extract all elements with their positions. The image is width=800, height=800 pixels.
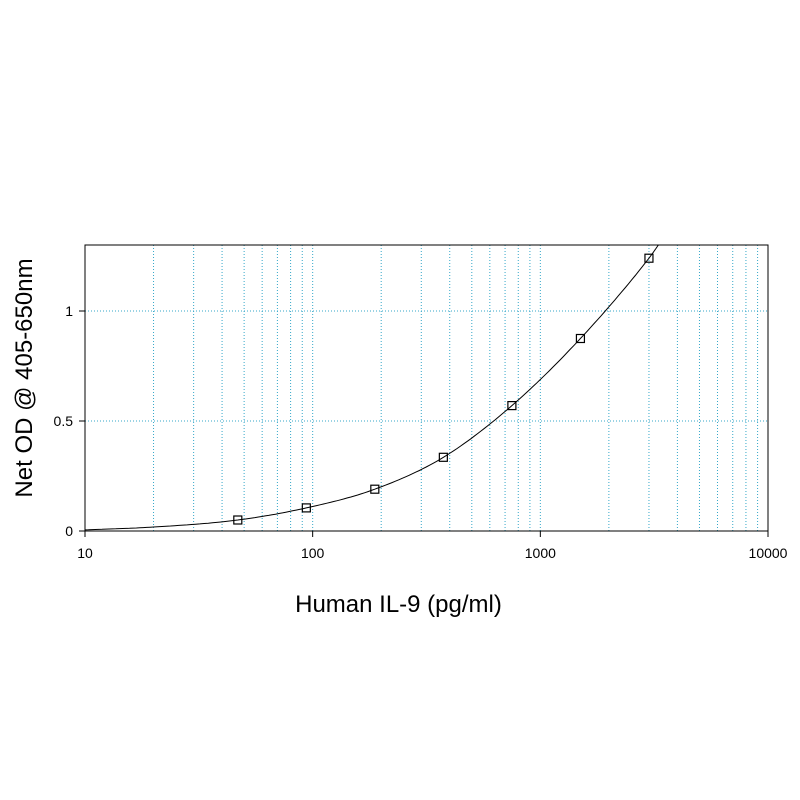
y-tick-label: 0.5 bbox=[54, 413, 74, 429]
data-point bbox=[575, 333, 586, 344]
x-tick-label: 10 bbox=[77, 545, 93, 561]
x-axis-title: Human IL-9 (pg/ml) bbox=[295, 591, 502, 618]
data-point bbox=[507, 401, 517, 411]
plot-area-frame bbox=[84, 244, 769, 532]
data-point bbox=[438, 452, 448, 462]
x-tick-label: 100 bbox=[301, 545, 325, 561]
data-point bbox=[370, 484, 380, 494]
y-tick-label: 0 bbox=[65, 523, 73, 539]
data-point bbox=[644, 253, 654, 263]
axis-ticks bbox=[79, 310, 769, 537]
x-tick-label: 10000 bbox=[749, 545, 788, 561]
y-axis-title: Net OD @ 405-650nm bbox=[11, 258, 38, 497]
fit-curve bbox=[84, 244, 659, 531]
x-tick-label: 1000 bbox=[525, 545, 556, 561]
y-tick-label: 1 bbox=[65, 303, 73, 319]
grid-lines bbox=[85, 245, 768, 531]
data-point bbox=[233, 515, 243, 525]
tick-labels: 0 0.5 1 10 100 1000 10000 bbox=[54, 303, 788, 561]
data-point bbox=[301, 503, 311, 513]
data-points bbox=[233, 253, 654, 525]
